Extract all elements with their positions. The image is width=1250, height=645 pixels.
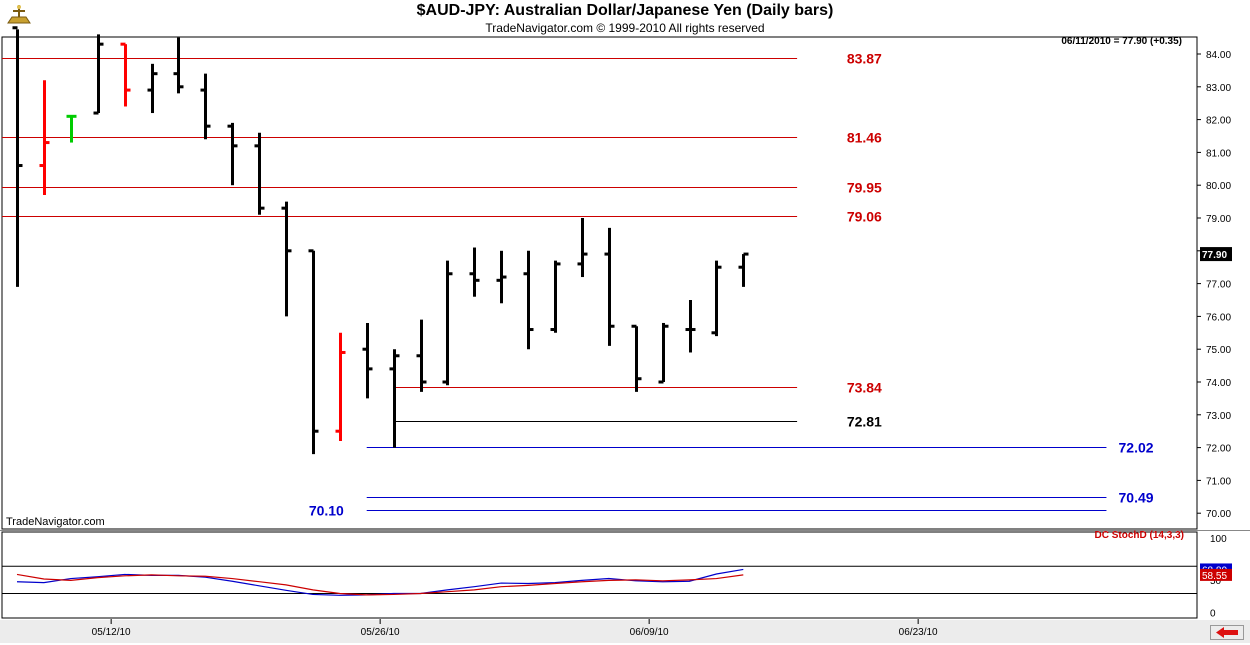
level-label: 70.10	[309, 503, 344, 519]
y-tick-label: 81.00	[1206, 148, 1231, 159]
stoch-value-box	[1200, 568, 1232, 581]
ohlc-bar	[227, 122, 238, 186]
ohlc-bar	[66, 114, 77, 143]
x-tick-label: 05/26/10	[361, 627, 400, 638]
ohlc-bar	[631, 324, 642, 392]
ohlc-bar	[604, 227, 615, 346]
ohlc-bar	[281, 201, 292, 317]
chart-subtitle: TradeNavigator.com © 1999-2010 All right…	[485, 21, 765, 35]
y-tick-label: 80.00	[1206, 181, 1231, 192]
app-logo-icon	[4, 3, 34, 27]
y-tick-label: 72.00	[1206, 444, 1231, 455]
y-tick-label: 77.00	[1206, 280, 1231, 291]
ohlc-bar	[120, 42, 131, 107]
ohlc-bar	[442, 260, 453, 386]
last-price-label: 77.90	[1202, 250, 1227, 261]
price-panel	[1, 36, 1198, 530]
indicator-label: DC StochD (14,3,3)	[1094, 530, 1184, 541]
y-tick-label: 82.00	[1206, 116, 1231, 127]
stoch-value-label: 58.55	[1202, 571, 1227, 582]
ohlc-bar	[200, 73, 211, 140]
y-tick-label: 83.00	[1206, 83, 1231, 94]
y-tick-label: 70.00	[1206, 509, 1231, 520]
watermark: TradeNavigator.com	[6, 516, 105, 528]
level-label: 81.46	[847, 130, 882, 146]
ohlc-bar	[147, 63, 158, 114]
ohlc-bar	[469, 247, 480, 297]
stoch-series-line	[16, 573, 744, 596]
y-tick-label: 76.00	[1206, 312, 1231, 323]
level-label: 83.87	[847, 51, 882, 67]
ohlc-bar	[577, 218, 588, 278]
last-price-box	[1200, 247, 1232, 262]
stoch-y-tick-label: 100	[1210, 534, 1227, 545]
chart-title: $AUD-JPY: Australian Dollar/Japanese Yen…	[416, 2, 834, 19]
ohlc-bar	[93, 34, 104, 115]
ohlc-bar	[711, 260, 722, 337]
ohlc-bar	[254, 132, 265, 215]
y-tick-label: 79.00	[1206, 214, 1231, 225]
level-label: 79.95	[847, 180, 882, 196]
ohlc-bar	[39, 80, 50, 196]
x-tick-label: 05/12/10	[92, 627, 131, 638]
y-tick-label: 73.00	[1206, 411, 1231, 422]
level-label: 70.49	[1119, 490, 1154, 506]
ohlc-bar	[416, 319, 427, 392]
y-tick-label: 75.00	[1206, 345, 1231, 356]
ohlc-bar	[658, 322, 669, 384]
left-arrow-icon[interactable]	[1210, 625, 1244, 640]
level-label: 72.81	[847, 414, 882, 430]
ohlc-bar	[12, 26, 23, 287]
level-label: 79.06	[847, 209, 882, 225]
level-label: 72.02	[1119, 440, 1154, 456]
ohlc-bar	[738, 252, 749, 287]
x-axis-strip	[0, 620, 1250, 643]
ohlc-bar	[173, 37, 184, 94]
stoch-y-tick-label: 50	[1210, 576, 1222, 587]
y-tick-label: 74.00	[1206, 378, 1231, 389]
ohlc-bar	[335, 332, 346, 442]
level-label: 73.84	[847, 380, 882, 396]
ohlc-bar	[308, 249, 319, 455]
x-tick-label: 06/09/10	[630, 627, 669, 638]
y-tick-label: 71.00	[1206, 476, 1231, 487]
ohlc-bar	[523, 250, 534, 350]
ohlc-bar	[362, 322, 373, 399]
ohlc-bar	[550, 260, 561, 333]
indicator-panel	[1, 531, 1198, 619]
y-tick-label: 84.00	[1206, 50, 1231, 61]
ohlc-bar	[389, 349, 400, 448]
last-quote-text: 06/11/2010 = 77.90 (+0.35)	[1061, 36, 1182, 47]
x-tick-label: 06/23/10	[899, 627, 938, 638]
ohlc-bar	[685, 300, 696, 353]
stoch-y-tick-label: 0	[1210, 609, 1216, 620]
ohlc-bar	[496, 250, 507, 304]
